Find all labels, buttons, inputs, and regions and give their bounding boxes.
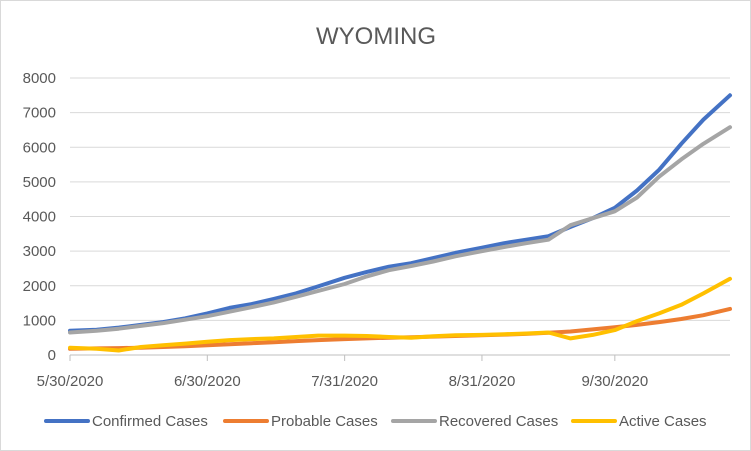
y-tick-label: 6000 bbox=[23, 139, 56, 156]
y-tick-label: 8000 bbox=[23, 70, 56, 87]
y-tick-label: 5000 bbox=[23, 174, 56, 191]
y-tick-label: 1000 bbox=[23, 312, 56, 329]
y-tick-label: 4000 bbox=[23, 209, 56, 226]
legend-label-recovered-cases: Recovered Cases bbox=[439, 413, 558, 430]
series-line-confirmed-cases bbox=[68, 93, 732, 333]
y-tick-label: 0 bbox=[48, 347, 56, 364]
chart-title: WYOMING bbox=[316, 23, 436, 50]
x-tick-label: 8/31/2020 bbox=[449, 373, 516, 390]
x-tick-label: 7/31/2020 bbox=[311, 373, 378, 390]
y-tick-label: 3000 bbox=[23, 243, 56, 260]
legend-label-probable-cases: Probable Cases bbox=[271, 413, 378, 430]
legend-label-confirmed-cases: Confirmed Cases bbox=[92, 413, 208, 430]
legend: Confirmed Cases Probable Cases Recovered C… bbox=[44, 413, 707, 430]
x-tick-label: 9/30/2020 bbox=[581, 373, 648, 390]
series-lines bbox=[68, 93, 732, 353]
x-axis-tick-labels: 5/30/2020 6/30/2020 7/31/2020 8/31/2020 9/30… bbox=[37, 355, 648, 390]
series-line-probable-cases bbox=[68, 306, 732, 351]
x-tick-label: 6/30/2020 bbox=[174, 373, 241, 390]
y-tick-label: 2000 bbox=[23, 278, 56, 295]
gridlines bbox=[70, 77, 730, 356]
series-line-recovered-cases bbox=[68, 125, 732, 335]
legend-label-active-cases: Active Cases bbox=[619, 413, 707, 430]
y-axis-tick-labels: 0 1000 2000 3000 4000 5000 6000 7000 8000 bbox=[23, 70, 56, 364]
y-tick-label: 7000 bbox=[23, 105, 56, 122]
series-line-active-cases bbox=[68, 276, 732, 353]
x-tick-label: 5/30/2020 bbox=[37, 373, 104, 390]
